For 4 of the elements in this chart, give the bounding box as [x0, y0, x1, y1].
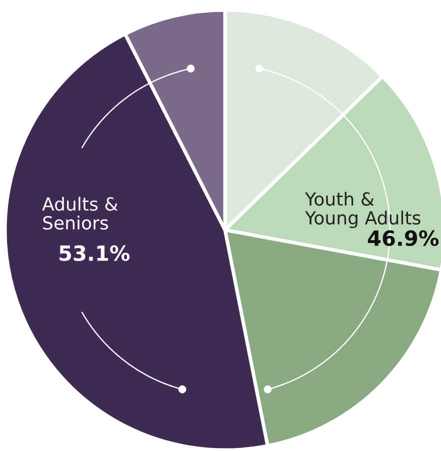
text: 53.1%: [60, 245, 130, 262]
text: Adults & Seniors: [42, 196, 118, 230]
text: Youth & Young Adults: [304, 192, 420, 228]
text: 46.9%: [368, 230, 439, 246]
